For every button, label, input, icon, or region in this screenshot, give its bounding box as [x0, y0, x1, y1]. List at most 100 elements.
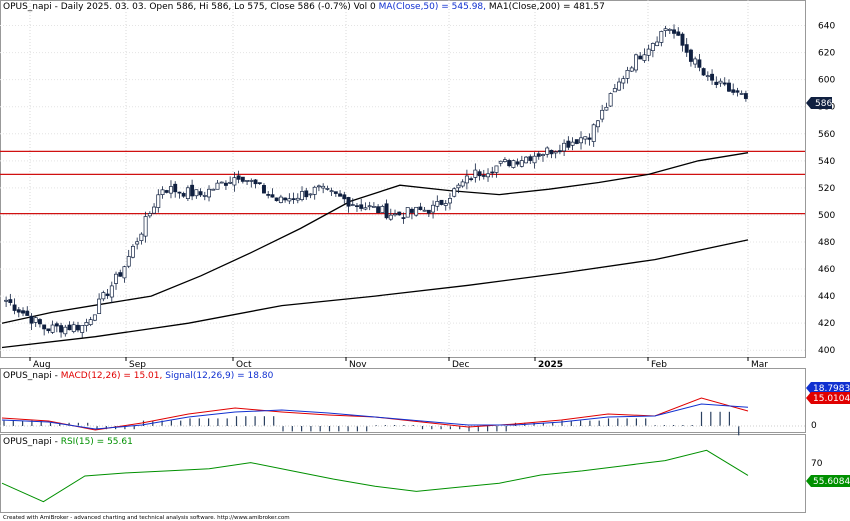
- candle-body: [380, 206, 385, 213]
- candle-body: [122, 266, 127, 279]
- time-tick-label: Dec: [452, 360, 469, 370]
- candle-body: [460, 181, 465, 187]
- candle-body: [655, 41, 660, 47]
- candle-body: [393, 213, 397, 216]
- candle-body: [33, 317, 38, 323]
- macd-histogram: [0, 411, 805, 436]
- candle-body: [278, 196, 283, 203]
- candle-body: [363, 207, 368, 210]
- ma50-line: [1, 152, 749, 324]
- candle-body: [207, 188, 211, 198]
- price-tick-label: 540: [818, 157, 835, 167]
- candle-body: [177, 191, 182, 194]
- candle-body: [553, 151, 558, 154]
- time-axis: Aug Sep Oct Nov Dec 2025 Feb Mar: [29, 357, 768, 370]
- candle-body: [325, 188, 330, 190]
- candle-body: [67, 324, 72, 331]
- candle-body: [21, 310, 25, 314]
- candle-body: [672, 29, 676, 34]
- candle-body: [355, 205, 359, 208]
- price-tick-label: 480: [818, 238, 835, 248]
- candle-body: [650, 43, 655, 51]
- candle-body: [287, 198, 292, 202]
- candle-body: [562, 142, 567, 152]
- candle-body: [731, 89, 736, 93]
- price-axis: 640620600580560540520500480460440420400: [818, 22, 835, 357]
- candle-body: [604, 106, 609, 111]
- candle-body: [147, 213, 152, 217]
- candle-body: [25, 310, 30, 316]
- candle-body: [405, 207, 410, 218]
- candle-body: [629, 67, 634, 72]
- last-price-badge: [806, 97, 832, 109]
- candle-body: [701, 68, 706, 76]
- candle-body: [164, 190, 169, 193]
- credit-text: Created with AmiBroker - advanced charti…: [3, 515, 290, 521]
- candle-body: [684, 44, 689, 53]
- candle-body: [663, 28, 668, 31]
- candle-body: [697, 59, 702, 68]
- candle-body: [50, 324, 55, 333]
- candle-body: [300, 191, 304, 200]
- candle-body: [228, 181, 233, 184]
- candle-body: [536, 153, 541, 157]
- candle-body: [80, 325, 85, 333]
- price-tick-label: 620: [818, 49, 835, 59]
- price-panel: [0, 0, 806, 358]
- candle-body: [524, 156, 529, 164]
- candle-body: [676, 31, 681, 36]
- candle-body: [376, 206, 381, 213]
- candle-body: [718, 80, 723, 84]
- candle-body: [448, 198, 452, 204]
- candle-body: [143, 216, 148, 237]
- time-tick-label: Feb: [651, 360, 667, 370]
- candle-body: [625, 69, 630, 79]
- candle-body: [456, 184, 461, 189]
- candle-body: [435, 201, 440, 207]
- candle-body: [498, 160, 503, 164]
- candle-body: [8, 299, 13, 303]
- candle-body: [511, 160, 516, 168]
- candle-body: [283, 197, 288, 201]
- candle-body: [274, 197, 279, 202]
- candle-body: [388, 214, 393, 220]
- candle-body: [190, 184, 195, 197]
- month-separators: [29, 0, 749, 357]
- rsi-badge: [806, 475, 850, 487]
- rsi-header: OPUS_napi - RSI(15) = 55.61: [3, 437, 133, 447]
- candle-body: [173, 183, 178, 193]
- candle-body: [63, 326, 68, 335]
- candle-body: [12, 304, 17, 311]
- candle-body: [477, 171, 482, 177]
- rsi-tick-70: 70: [811, 459, 823, 469]
- candle-body: [342, 194, 347, 200]
- candle-body: [659, 31, 664, 43]
- candle-body: [257, 182, 262, 184]
- macd-badge: [806, 392, 850, 404]
- time-tick-label: 2025: [538, 360, 563, 370]
- time-tick-label: Mar: [751, 360, 768, 370]
- price-tick-label: 500: [818, 211, 835, 221]
- candle-body: [693, 58, 698, 65]
- macd-tick-0: 0: [811, 421, 817, 431]
- candle-body: [359, 204, 364, 209]
- candle-body: [502, 159, 507, 162]
- candle-body: [54, 323, 59, 327]
- signal-badge-value: 18.7983: [813, 384, 850, 394]
- candle-body: [118, 272, 123, 277]
- candle-body: [270, 194, 275, 198]
- candle-body: [638, 55, 643, 60]
- candle-body: [101, 292, 106, 300]
- candle-body: [646, 48, 651, 56]
- candle-body: [422, 209, 427, 212]
- candle-body: [266, 194, 271, 196]
- candle-body: [735, 90, 740, 93]
- rsi-badge-value: 55.6084: [813, 477, 850, 487]
- candle-body: [211, 188, 216, 191]
- price-tick-label: 560: [818, 130, 835, 140]
- candle-body: [249, 180, 254, 182]
- price-tick-label: 600: [818, 76, 835, 86]
- candle-body: [16, 309, 21, 313]
- candle-body: [621, 78, 626, 84]
